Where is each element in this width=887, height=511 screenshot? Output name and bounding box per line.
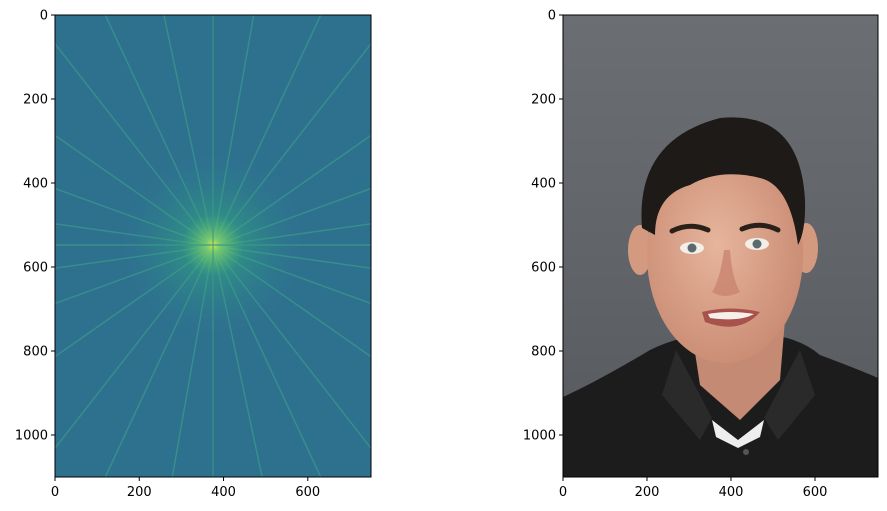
spectrum-x-tick-label: 0: [51, 485, 59, 500]
portrait-x-ticks: 0 200 400 600: [559, 477, 828, 500]
portrait-x-tick-label: 0: [559, 485, 567, 500]
spectrum-axes: 0 200 400 600 0 200 400 600 800 1000: [15, 9, 372, 500]
spectrum-x-tick-label: 200: [127, 485, 152, 500]
spectrum-y-tick-label: 800: [23, 345, 48, 360]
portrait-x-tick-label: 400: [719, 485, 744, 500]
portrait-y-tick-label: 200: [531, 93, 556, 108]
portrait-y-tick-label: 600: [531, 261, 556, 276]
portrait-x-tick-label: 200: [635, 485, 660, 500]
portrait-y-tick-label: 1000: [523, 429, 556, 444]
portrait-y-tick-label: 800: [531, 345, 556, 360]
portrait-y-tick-label: 400: [531, 177, 556, 192]
spectrum-x-ticks: 0 200 400 600: [51, 477, 320, 500]
spectrum-y-tick-label: 600: [23, 261, 48, 276]
spectrum-y-ticks: 0 200 400 600 800 1000: [15, 9, 55, 444]
spectrum-image: [55, 15, 371, 477]
spectrum-y-tick-label: 400: [23, 177, 48, 192]
spectrum-x-tick-label: 400: [211, 485, 236, 500]
spectrum-y-tick-label: 1000: [15, 429, 48, 444]
hair: [641, 117, 806, 245]
spectrum-y-tick-label: 200: [23, 93, 48, 108]
portrait-y-tick-label: 0: [548, 9, 556, 24]
portrait-y-ticks: 0 200 400 600 800 1000: [523, 9, 563, 444]
portrait-axes: 0 200 400 600 0 200 400 600 800 1000: [523, 9, 879, 500]
portrait-x-tick-label: 600: [803, 485, 828, 500]
spectrum-y-tick-label: 0: [40, 9, 48, 24]
portrait-image: [563, 15, 878, 477]
spectrum-x-tick-label: 600: [295, 485, 320, 500]
